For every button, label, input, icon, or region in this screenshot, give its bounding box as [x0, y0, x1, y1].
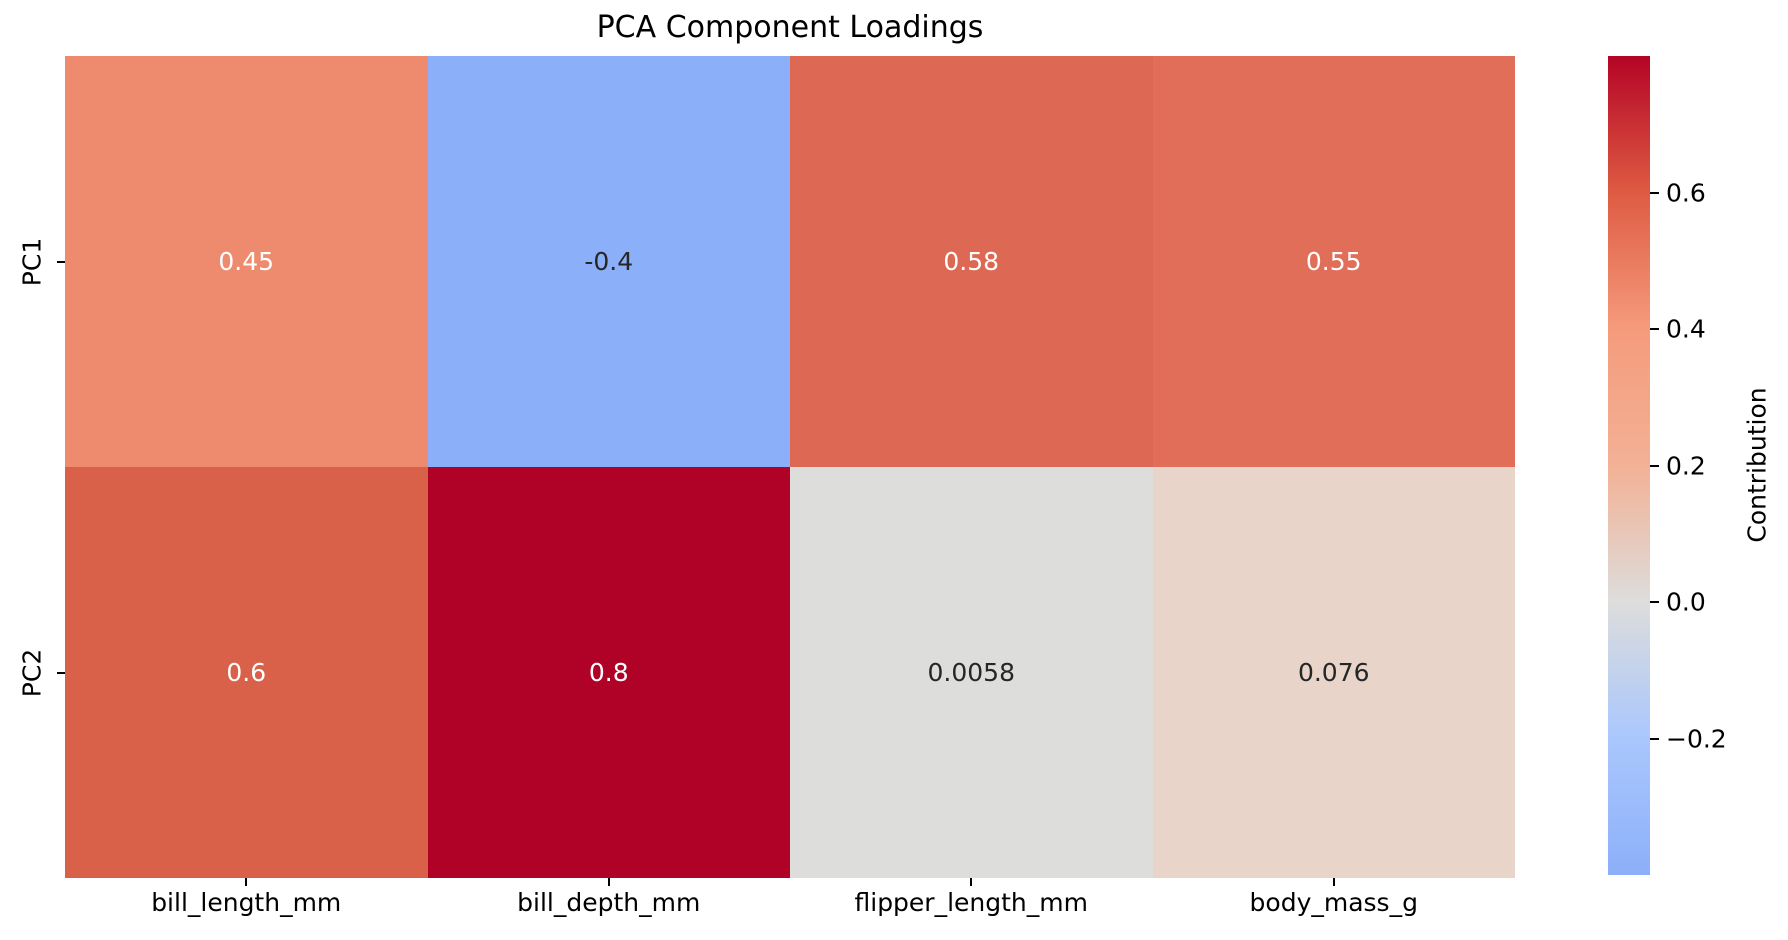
colorbar-tick-label: 0.0 — [1666, 587, 1706, 617]
heatmap-cell: 0.0058 — [790, 467, 1153, 878]
x-tick-label: bill_depth_mm — [517, 888, 701, 917]
x-tick-mark — [607, 878, 610, 886]
y-tick-label: PC2 — [17, 648, 47, 697]
x-tick-mark — [1332, 878, 1335, 886]
colorbar-label: Contribution — [1742, 387, 1772, 543]
heatmap-cell: 0.8 — [427, 467, 790, 878]
heatmap-cell: 0.6 — [65, 467, 428, 878]
cell-annotation: -0.4 — [584, 247, 634, 276]
colorbar-tick-mark — [1650, 328, 1659, 330]
colorbar-tick-mark — [1650, 464, 1659, 467]
colorbar-tick-label: 0.6 — [1666, 178, 1706, 207]
y-tick-mark — [57, 671, 65, 674]
x-tick-mark — [245, 878, 248, 886]
heatmap-cell: 0.55 — [1152, 56, 1515, 467]
chart-title: PCA Component Loadings — [596, 10, 984, 45]
cell-annotation: 0.55 — [1305, 247, 1362, 276]
heatmap-cell: -0.4 — [427, 56, 790, 467]
colorbar-tick-label: −0.2 — [1666, 724, 1727, 753]
cell-annotation: 0.0058 — [927, 658, 1015, 687]
cell-annotation: 0.076 — [1297, 658, 1370, 687]
cell-annotation: 0.6 — [226, 658, 267, 687]
heatmap-grid: 0.45 -0.4 0.58 0.55 0.6 0.8 0.0058 0.076 — [65, 56, 1515, 878]
x-tick-label: flipper_length_mm — [854, 888, 1088, 917]
heatmap-cell: 0.45 — [65, 56, 428, 467]
colorbar-tick-label: 0.4 — [1666, 314, 1706, 344]
x-tick-label: body_mass_g — [1249, 888, 1418, 917]
y-tick-mark — [57, 260, 65, 263]
colorbar-tick-mark — [1650, 601, 1659, 603]
colorbar — [1608, 56, 1650, 875]
colorbar-tick-mark — [1650, 191, 1659, 194]
colorbar-tick-mark — [1650, 737, 1659, 740]
cell-annotation: 0.58 — [943, 247, 1000, 276]
heatmap-cell: 0.58 — [790, 56, 1153, 467]
cell-annotation: 0.45 — [218, 247, 275, 276]
x-axis-labels: bill_length_mm bill_depth_mm flipper_lengt… — [65, 888, 1515, 917]
y-tick-label: PC1 — [17, 237, 47, 286]
colorbar-tick-label: 0.2 — [1666, 451, 1706, 480]
x-tick-mark — [970, 878, 973, 886]
cell-annotation: 0.8 — [588, 658, 629, 687]
heatmap-cell: 0.076 — [1152, 467, 1515, 878]
x-tick-label: bill_length_mm — [151, 888, 342, 917]
